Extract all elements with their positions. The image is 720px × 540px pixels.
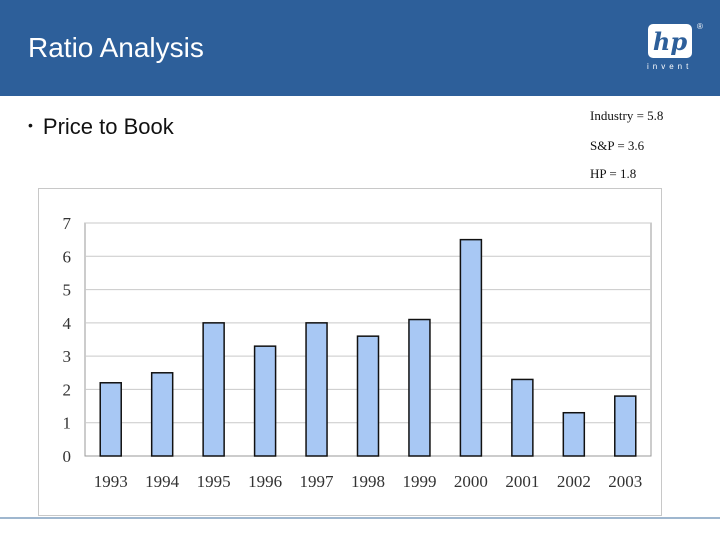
bullet-item: • Price to Book (28, 114, 174, 140)
x-tick-label: 1996 (248, 472, 282, 491)
hp-logo: hp (648, 24, 692, 58)
x-tick-label: 2003 (608, 472, 642, 491)
hp-logo-text: hp (652, 27, 688, 56)
y-tick-label: 7 (63, 214, 72, 233)
bullet-dot-icon: • (28, 117, 33, 133)
bar-1998 (356, 335, 380, 457)
registered-mark: ® (697, 22, 703, 31)
x-tick-label: 1993 (94, 472, 128, 491)
price-to-book-chart: 0 1 2 3 4 5 6 7 1993 1994 1995 1996 1997 1998 1999 2000… (63, 214, 652, 491)
x-tick-label: 1994 (145, 472, 180, 491)
bar-1996 (253, 345, 277, 457)
y-tick-label: 4 (63, 314, 72, 333)
x-tick-label: 1997 (300, 472, 335, 491)
bar-1993 (99, 382, 122, 457)
bar-1994 (150, 372, 174, 457)
y-tick-label: 6 (63, 247, 72, 266)
x-tick-label: 2000 (454, 472, 488, 491)
y-tick-label: 0 (63, 447, 72, 466)
bar-1999 (408, 318, 431, 457)
stat-sp: S&P = 3.6 (590, 138, 645, 153)
chart-frame: 0 1 2 3 4 5 6 7 1993 1994 1995 1996 1997 1998 1999 2000… (38, 188, 662, 516)
bar-2001 (511, 378, 534, 457)
y-tick-label: 3 (63, 347, 72, 366)
x-tick-label: 2001 (505, 472, 539, 491)
x-tick-label: 1995 (197, 472, 231, 491)
footer-divider (0, 517, 720, 519)
bar-2002 (562, 411, 586, 457)
bar-2003 (614, 395, 637, 457)
bar-2000 (459, 238, 483, 457)
slide-header: Ratio Analysis hp ® invent (0, 0, 720, 96)
y-tick-label: 1 (63, 414, 72, 433)
bar-1995 (202, 322, 225, 457)
x-tick-label: 1999 (402, 472, 436, 491)
stat-industry: Industry = 5.8 (590, 108, 664, 123)
hp-logo-tagline: invent (647, 62, 693, 71)
x-tick-label: 1998 (351, 472, 385, 491)
stat-hp: HP = 1.8 (590, 166, 637, 181)
slide-title: Ratio Analysis (28, 32, 204, 63)
y-tick-label: 5 (63, 281, 72, 300)
bar-1997 (305, 322, 328, 457)
bullet-text: Price to Book (42, 114, 174, 139)
x-tick-label: 2002 (557, 472, 591, 491)
y-tick-label: 2 (63, 380, 72, 399)
